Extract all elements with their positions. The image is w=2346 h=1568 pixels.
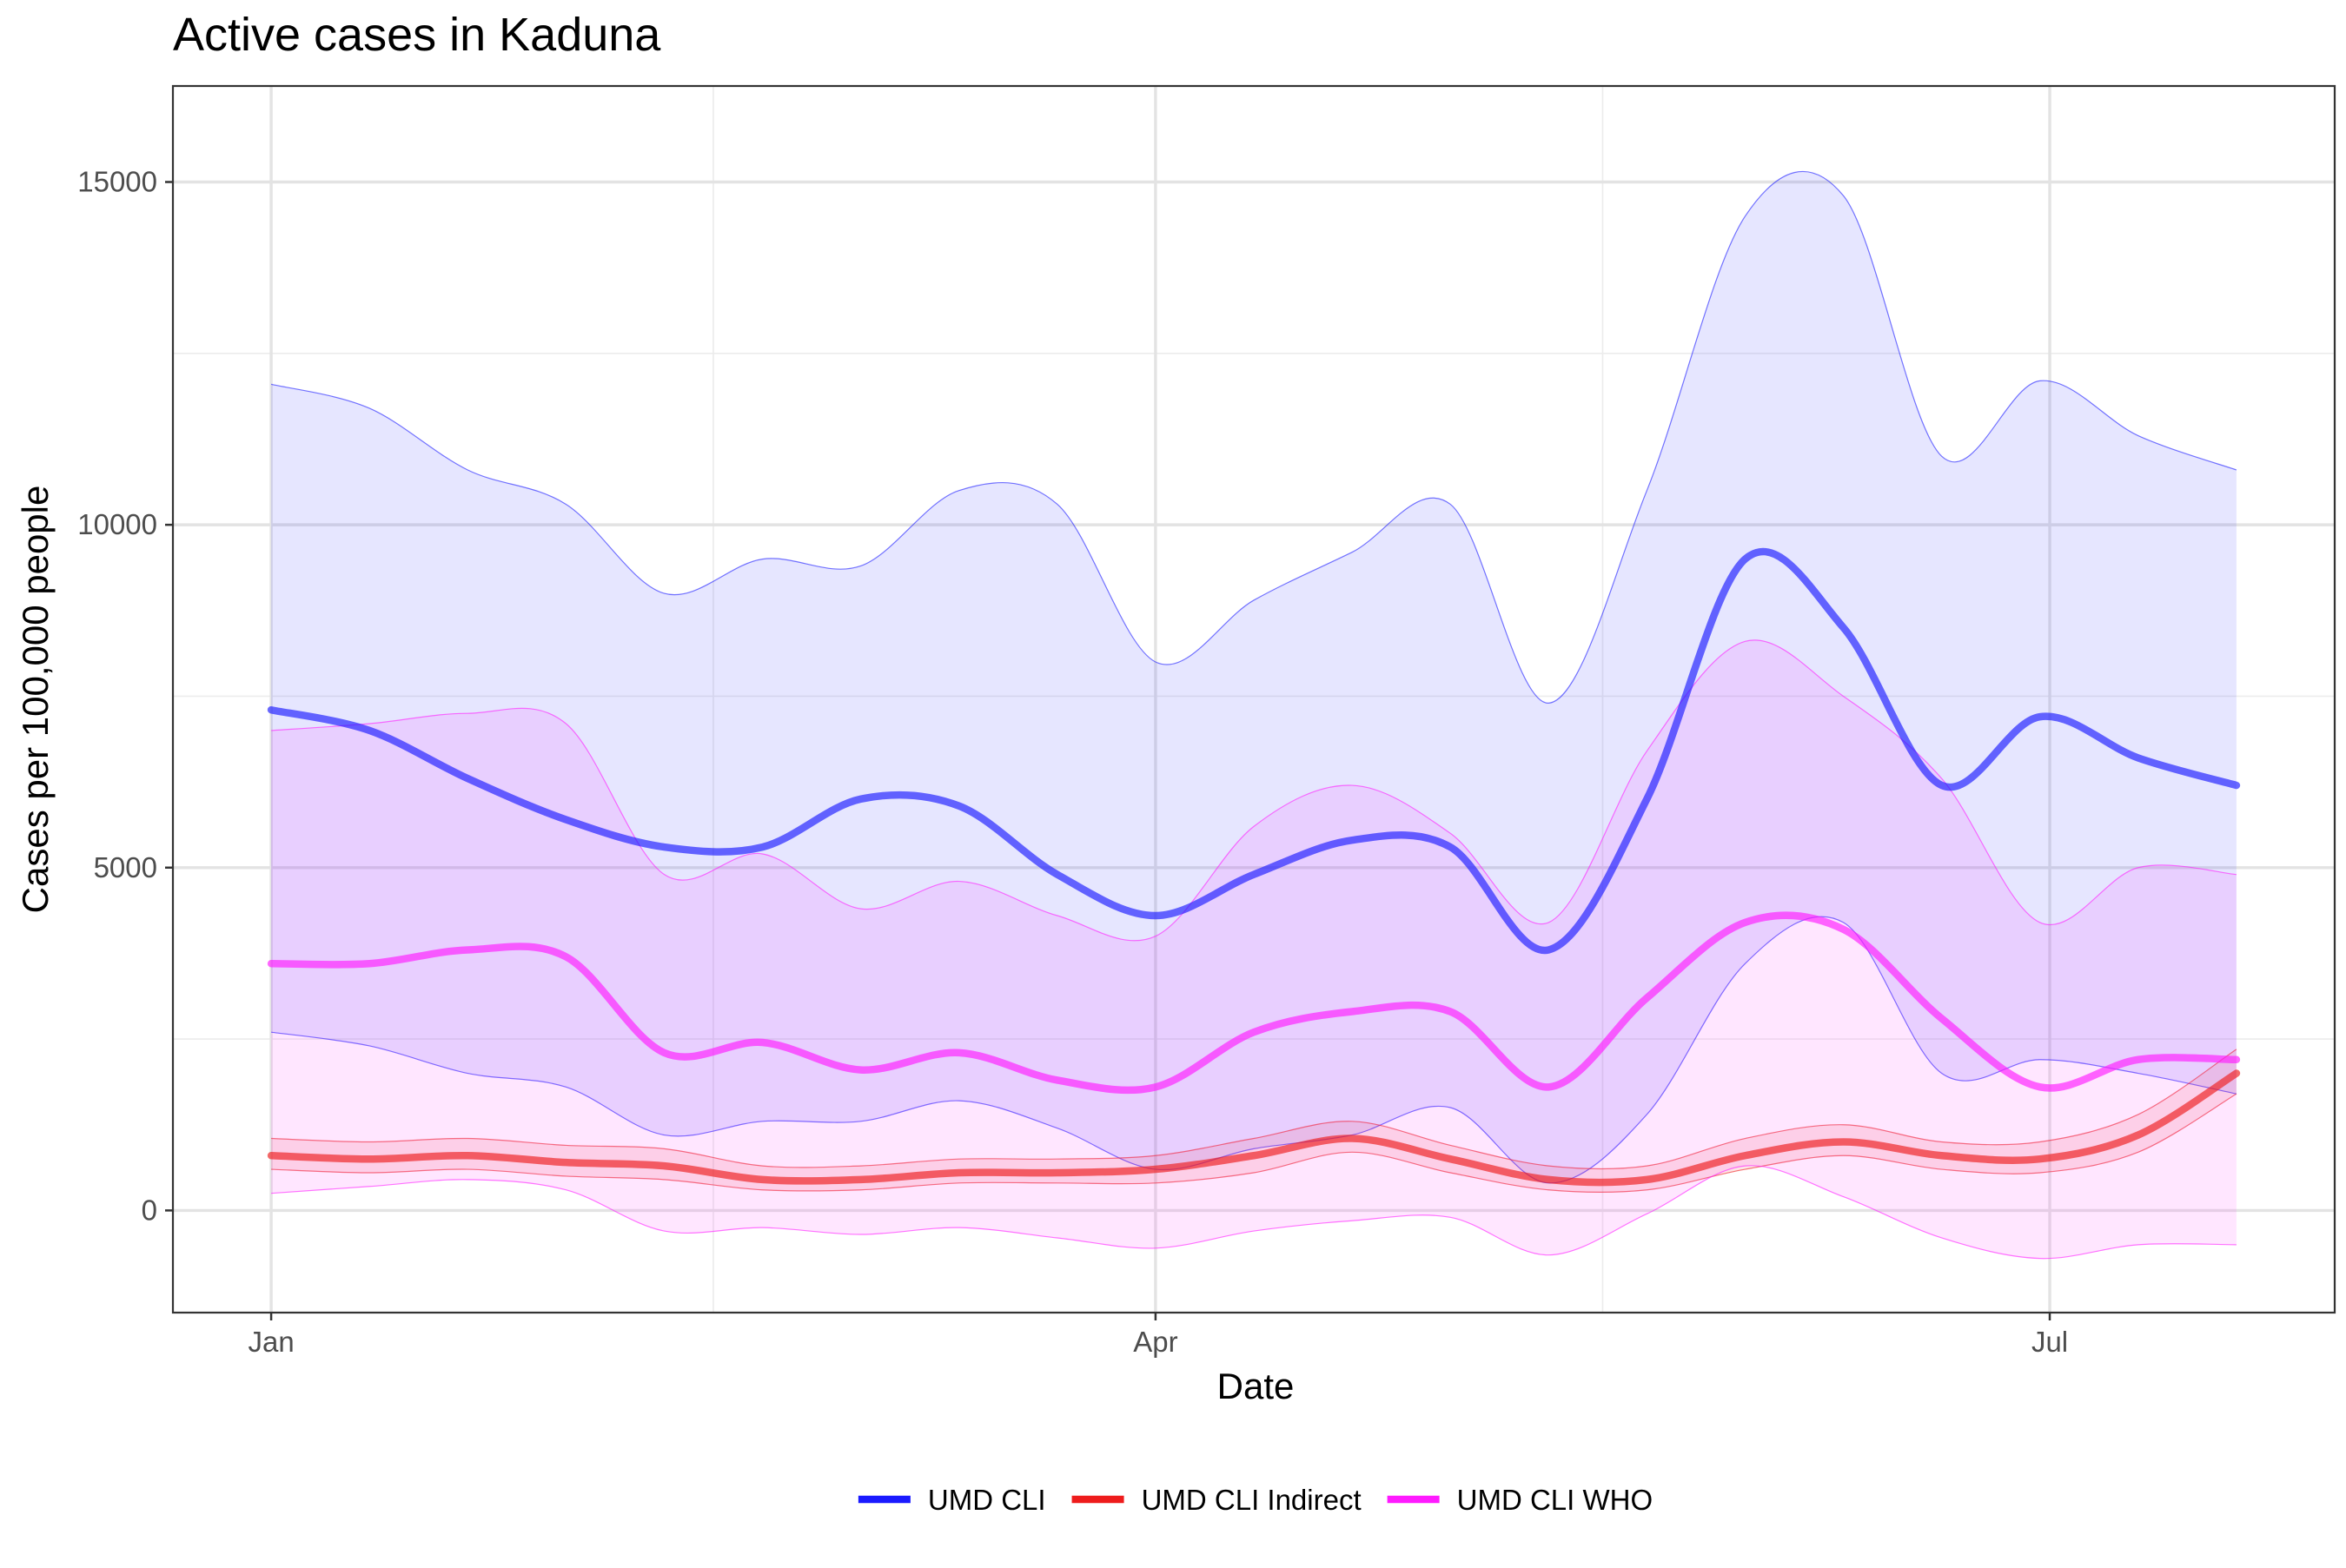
legend-label: UMD CLI WHO [1457,1484,1653,1516]
band-lower-edge [271,1093,2237,1194]
x-tick-label: Jul [2031,1326,2068,1358]
confidence-band [271,639,2237,1259]
series-line [267,911,2241,1095]
band-upper-edge [270,170,2237,704]
x-tick-label: Jan [248,1326,294,1358]
y-tick-label: 0 [142,1194,157,1226]
y-axis-title: Cases per 100,000 people [15,486,56,914]
band-lower-edge [271,1165,2237,1260]
plot-border [171,84,2336,1314]
series-line [267,1069,2241,1187]
x-axis-title: Date [1217,1366,1295,1406]
y-tick-label: 10000 [77,508,157,540]
legend: UMD CLI UMD CLI Indirect UMD CLI WHO [858,1484,1653,1516]
series-line [267,547,2241,955]
y-tick-label: 15000 [77,165,157,197]
y-tick-label: 5000 [94,851,157,883]
chart-title: Active cases in Kaduna [173,9,661,61]
legend-label: UMD CLI [928,1484,1046,1516]
band-upper-edge [271,1049,2237,1170]
x-tick-label: Apr [1133,1326,1177,1358]
legend-label: UMD CLI Indirect [1142,1484,1362,1516]
confidence-band [271,171,2237,1183]
